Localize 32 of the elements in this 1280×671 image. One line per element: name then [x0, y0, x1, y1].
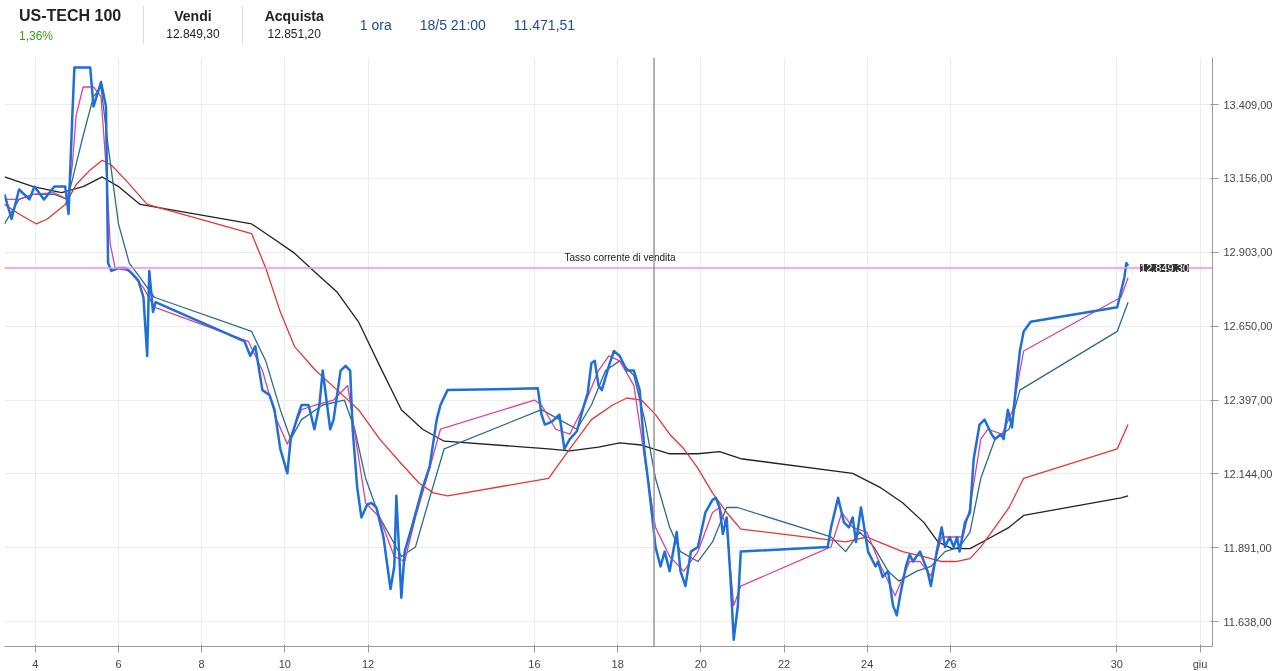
annotation: 12.849,30 [1140, 261, 1189, 274]
x-tick-label: 12 [361, 657, 375, 670]
x-tick-label: 4 [32, 657, 39, 670]
y-tick-label: 12.397,00 [1223, 394, 1273, 407]
x-tick-label: 16 [528, 657, 541, 670]
chart-subtitle: 1,36% [19, 27, 55, 45]
x-tick-label: 6 [115, 657, 122, 670]
x-tick-label: 8 [198, 657, 205, 670]
ref-line-label: Tasso corrente di vendita [564, 251, 677, 263]
text: 18/5 21:00 [418, 16, 487, 35]
text: Acquista [264, 7, 324, 27]
y-tick-label: 12.903,00 [1223, 246, 1273, 259]
y-tick-label: 13.156,00 [1223, 172, 1273, 185]
y-tick-label: 12.650,00 [1223, 320, 1273, 333]
x-tick-label: 10 [278, 657, 291, 670]
x-tick-label: 24 [861, 657, 874, 670]
text: 1 ora [358, 16, 393, 35]
x-tick-label: 26 [944, 657, 957, 670]
text: 11.471,51 [512, 16, 577, 35]
y-tick-label: 11.638,00 [1223, 615, 1272, 628]
y-tick-label: 13.409,00 [1223, 98, 1273, 111]
x-tick-label: 20 [694, 657, 707, 670]
text: Vendi [173, 7, 213, 27]
x-tick-label: 30 [1110, 657, 1123, 670]
x-tick-label: giu [1192, 657, 1208, 670]
x-tick-label: 22 [777, 657, 791, 670]
chart-title: US-TECH 100 [19, 6, 122, 26]
text: 12.849,30 [166, 26, 220, 44]
y-tick-label: 11.891,00 [1223, 541, 1272, 554]
x-tick-label: 18 [611, 657, 624, 670]
text: 12.851,20 [266, 26, 322, 44]
y-tick-label: 12.144,00 [1223, 467, 1273, 480]
